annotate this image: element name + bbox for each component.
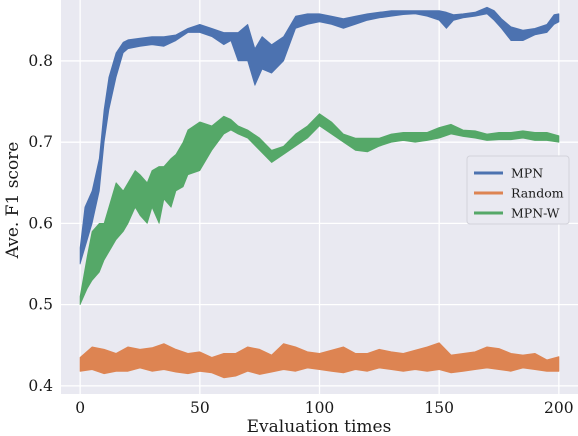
x-tick-labels: 0 50 100 150 200 [75, 399, 573, 417]
y-tick-label: 0.6 [28, 214, 53, 232]
x-tick-label: 200 [544, 399, 574, 417]
x-tick-label: 0 [75, 399, 85, 417]
series-band-mpn [79, 6, 560, 265]
y-tick-label: 0.7 [28, 133, 53, 151]
y-tick-label: 0.5 [28, 296, 53, 314]
x-axis-label: Evaluation times [247, 417, 392, 436]
legend: MPN Random MPN-W [466, 155, 570, 225]
y-tick-label: 0.4 [28, 377, 53, 395]
series-band-random [79, 342, 560, 379]
y-tick-label: 0.8 [28, 52, 53, 70]
x-tick-label: 50 [190, 399, 210, 417]
x-tick-label: 150 [424, 399, 454, 417]
legend-label-random: Random [511, 186, 564, 201]
legend-label-mpn-w: MPN-W [511, 206, 560, 221]
legend-label-mpn: MPN [511, 166, 543, 181]
series-band-mpn-w [79, 113, 560, 305]
y-tick-labels: 0.4 0.5 0.6 0.7 0.8 [28, 52, 53, 395]
x-tick-label: 100 [305, 399, 335, 417]
series-bands [79, 6, 560, 379]
y-axis-label: Ave. F1 score [3, 142, 23, 260]
